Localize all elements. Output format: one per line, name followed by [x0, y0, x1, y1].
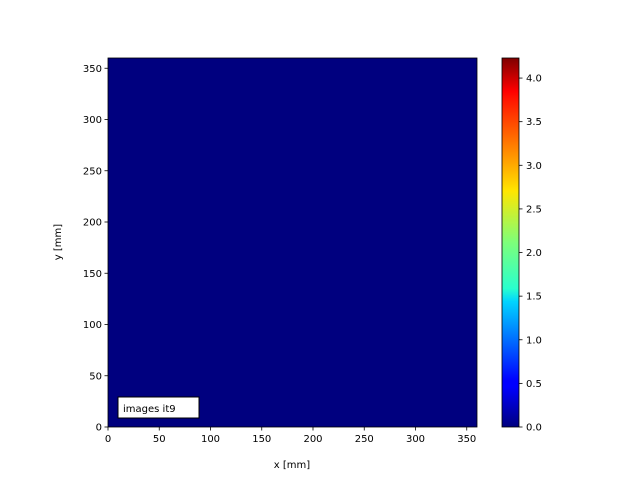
- y-tick-label: 0: [96, 423, 102, 434]
- y-tick-label: 150: [83, 269, 102, 280]
- colorbar-tick-label: 0.0: [526, 423, 542, 434]
- colorbar-tick-label: 2.0: [526, 248, 542, 259]
- x-tick-label: 0: [105, 434, 111, 445]
- y-axis-label: y [mm]: [53, 224, 64, 260]
- y-tick-label: 200: [83, 218, 102, 229]
- colorbar-tick-label: 3.5: [526, 117, 542, 128]
- colorbar-tick-label: 2.5: [526, 204, 542, 215]
- x-tick-label: 300: [406, 434, 425, 445]
- x-tick-label: 100: [201, 434, 220, 445]
- x-tick-label: 150: [252, 434, 271, 445]
- annotation-text: images it9: [123, 404, 176, 415]
- plot-area: 0 50 100 150 200 250 300 350 0 50 100 150 200 250 300 3…: [83, 57, 478, 445]
- x-axis-label: x [mm]: [274, 460, 310, 471]
- colorbar-tick-label: 4.0: [526, 74, 542, 85]
- colorbar-scale: [501, 57, 520, 428]
- y-tick-label: 100: [83, 320, 102, 331]
- y-tick-label: 300: [83, 115, 102, 126]
- y-tick-label: 350: [83, 64, 102, 75]
- colorbar: 0.0 0.5 1.0 1.5 2.0 2.5 3.0 3.5 4.0: [501, 57, 542, 434]
- plot-frame: [107, 57, 478, 428]
- y-tick-label: 50: [89, 371, 102, 382]
- x-tick-label: 350: [457, 434, 476, 445]
- annotation-box: images it9: [117, 396, 200, 419]
- y-tick-label: 250: [83, 166, 102, 177]
- colorbar-tick-label: 3.0: [526, 161, 542, 172]
- colorbar-tick-label: 1.0: [526, 335, 542, 346]
- colorbar-tick-label: 0.5: [526, 379, 542, 390]
- colorbar-tick-label: 1.5: [526, 292, 542, 303]
- x-tick-label: 50: [153, 434, 166, 445]
- heatmap-field: [108, 58, 477, 427]
- x-tick-label: 200: [303, 434, 322, 445]
- x-tick-label: 250: [355, 434, 374, 445]
